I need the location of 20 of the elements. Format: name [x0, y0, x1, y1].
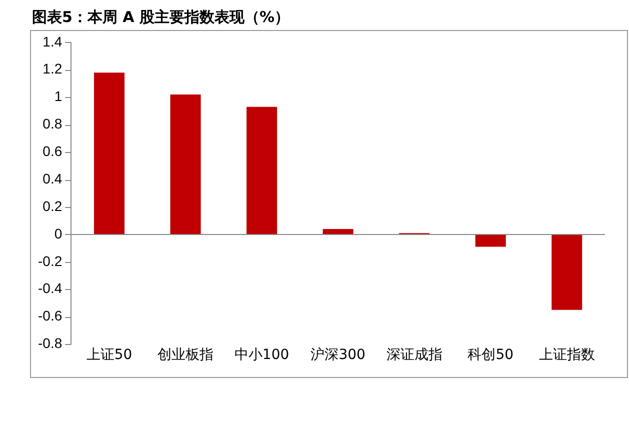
x-tick-label: 深证成指: [386, 347, 442, 364]
y-tick-label: 1: [54, 88, 62, 104]
x-tick-label: 上证50: [86, 347, 132, 364]
y-tick-label: 0.4: [42, 170, 62, 186]
chart-title: 图表5：本周 A 股主要指数表现（%）: [32, 8, 290, 27]
y-tick-label: 0.2: [42, 198, 62, 214]
x-tick-label: 中小100: [234, 347, 290, 364]
y-tick-label: 1.4: [42, 33, 62, 50]
x-tick-label: 上证指数: [538, 347, 595, 364]
y-tick-label: 0: [54, 225, 62, 242]
y-tick-label: -0.2: [38, 252, 62, 269]
x-tick-label: 创业板指: [158, 347, 214, 364]
y-tick-label: -0.8: [38, 335, 62, 352]
y-tick-label: -0.6: [38, 308, 62, 324]
y-tick-label: -0.4: [38, 280, 62, 296]
y-tick-label: 1.2: [42, 60, 62, 77]
x-tick-label: 沪深300: [310, 347, 366, 364]
y-tick-label: 0.8: [42, 116, 62, 132]
x-tick-label: 科创50: [468, 347, 514, 364]
y-tick-label: 0.6: [42, 143, 62, 160]
